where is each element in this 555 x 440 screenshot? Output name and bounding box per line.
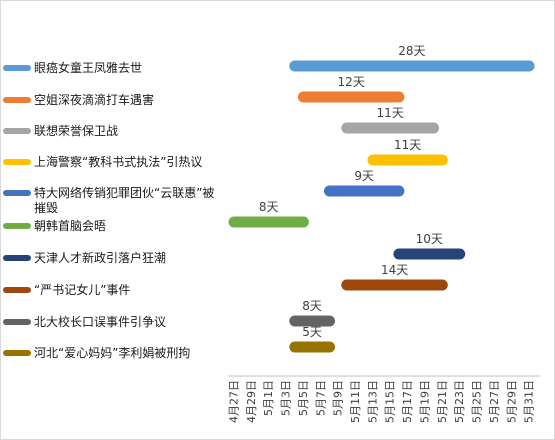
legend-item: 空姐深夜滴滴打车遇害 xyxy=(0,93,228,108)
legend-marker xyxy=(3,128,31,134)
legend-item: 联想荣誉保卫战 xyxy=(0,124,228,139)
legend-label: 空姐深夜滴滴打车遇害 xyxy=(34,92,155,107)
data-label-group: 28天 12天 11天 11天 9天 8天 10天 14天 8天 5天 xyxy=(259,44,443,339)
data-label-4: 11天 xyxy=(394,138,421,152)
x-tick-label: 5月9日 xyxy=(332,380,345,416)
legend-marker xyxy=(3,319,31,325)
legend-label: “严书记女儿”事件 xyxy=(34,282,131,297)
x-tick-label: 5月11日 xyxy=(349,380,362,423)
x-tick-label: 5月3日 xyxy=(280,380,293,416)
legend-label: 北大校长口误事件引争议 xyxy=(34,314,167,329)
legend-item: 河北“爱心妈妈”李利娟被刑拘 xyxy=(0,346,228,361)
x-tick-label: 5月21日 xyxy=(436,380,449,423)
x-tick-label: 5月17日 xyxy=(401,380,414,423)
data-label-1: 28天 xyxy=(398,44,425,58)
legend: 眼癌女童王凤雅去世 空姐深夜滴滴打车遇害 联想荣誉保卫战上海警察“教科书式执法”引热… xyxy=(0,0,228,440)
x-tick-label: 5月5日 xyxy=(297,380,310,416)
legend-label: 天津人才新政引落户狂潮 xyxy=(34,250,167,265)
x-tick-label: 5月25日 xyxy=(471,380,484,423)
legend-item: 上海警察“教科书式执法”引热议 xyxy=(0,155,228,170)
legend-label: 眼癌女童王凤雅去世 xyxy=(34,60,143,75)
legend-marker xyxy=(3,159,31,165)
data-label-6: 8天 xyxy=(259,200,279,214)
legend-item: 朝韩首脑会晤 xyxy=(0,219,228,234)
data-label-7: 10天 xyxy=(416,232,443,246)
legend-marker xyxy=(3,97,31,103)
legend-item: “严书记女儿”事件 xyxy=(0,283,228,298)
legend-marker xyxy=(3,350,31,356)
legend-marker xyxy=(3,287,31,293)
x-tick-label: 5月31日 xyxy=(523,380,536,423)
data-label-3: 11天 xyxy=(377,106,404,120)
legend-label: 特大网络传销犯罪团伙“云联惠”被摧毁 xyxy=(34,185,215,215)
legend-item: 眼癌女童王凤雅去世 xyxy=(0,61,228,76)
x-tick-label: 4月29日 xyxy=(245,380,258,423)
data-label-2: 12天 xyxy=(338,75,365,89)
x-tick-label: 5月1日 xyxy=(262,380,275,416)
x-tick-label: 4月27日 xyxy=(228,380,241,423)
bar-group xyxy=(228,60,535,353)
legend-label: 联想荣誉保卫战 xyxy=(34,123,119,138)
x-tick-label: 5月19日 xyxy=(419,380,432,423)
x-tick-label: 5月29日 xyxy=(505,380,518,423)
legend-marker xyxy=(3,65,31,71)
x-tick-label: 5月7日 xyxy=(314,380,327,416)
legend-marker xyxy=(3,255,31,261)
legend-marker xyxy=(3,190,31,196)
x-tick-label: 5月23日 xyxy=(453,380,466,423)
x-tick-label: 5月27日 xyxy=(488,380,501,423)
data-label-8: 14天 xyxy=(381,263,408,277)
legend-item: 天津人才新政引落户狂潮 xyxy=(0,251,228,266)
legend-marker xyxy=(3,223,31,229)
x-tick-label: 5月15日 xyxy=(384,380,397,423)
x-tick-labels: 4月27日 4月29日 5月1日 5月3日 5月5日 5月7日 5月9日 5月11日 5月13日… xyxy=(228,380,536,423)
data-label-9: 8天 xyxy=(302,299,322,313)
legend-item: 特大网络传销犯罪团伙“云联惠”被摧毁 xyxy=(0,186,228,215)
x-tick-label: 5月13日 xyxy=(366,380,379,423)
legend-item: 北大校长口误事件引争议 xyxy=(0,315,228,330)
legend-label: 上海警察“教科书式执法”引热议 xyxy=(34,154,203,169)
data-label-10: 5天 xyxy=(302,325,322,339)
legend-label: 河北“爱心妈妈”李利娟被刑拘 xyxy=(34,345,191,360)
legend-label: 朝韩首脑会晤 xyxy=(34,218,107,233)
data-label-5: 9天 xyxy=(354,169,374,183)
